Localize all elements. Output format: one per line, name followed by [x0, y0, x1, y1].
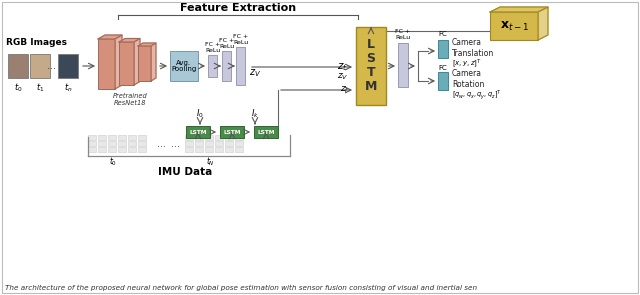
- Bar: [118, 141, 126, 146]
- Bar: [438, 72, 448, 90]
- Text: $t_N$: $t_N$: [205, 156, 214, 168]
- Bar: [225, 141, 233, 146]
- Text: LSTM: LSTM: [257, 130, 275, 135]
- Text: ...: ...: [170, 139, 179, 149]
- Text: $z_I$: $z_I$: [340, 85, 348, 95]
- Polygon shape: [115, 35, 122, 89]
- Bar: [215, 141, 223, 146]
- Bar: [195, 135, 203, 140]
- Bar: [186, 126, 210, 138]
- Polygon shape: [134, 39, 140, 85]
- Bar: [235, 141, 243, 146]
- Bar: [195, 147, 203, 152]
- Bar: [8, 54, 28, 78]
- Bar: [138, 141, 146, 146]
- Text: $z_V$: $z_V$: [337, 72, 348, 82]
- Text: L
S
T
M: L S T M: [365, 39, 377, 94]
- Text: FC: FC: [438, 31, 447, 37]
- Bar: [108, 135, 116, 140]
- Text: ...: ...: [157, 139, 166, 149]
- Text: The architecture of the proposed neural network for global pose estimation with : The architecture of the proposed neural …: [5, 285, 477, 291]
- Polygon shape: [538, 7, 548, 40]
- Bar: [185, 147, 193, 152]
- Polygon shape: [119, 39, 140, 42]
- Bar: [138, 147, 146, 152]
- Text: FC +
ReLu: FC + ReLu: [205, 42, 220, 53]
- Bar: [108, 147, 116, 152]
- Bar: [220, 126, 244, 138]
- Bar: [119, 42, 134, 85]
- Text: $I_0$: $I_0$: [196, 107, 204, 120]
- Text: FC: FC: [438, 65, 447, 71]
- Text: RGB Images: RGB Images: [6, 38, 67, 47]
- Bar: [235, 135, 243, 140]
- Bar: [138, 46, 151, 81]
- Text: $t_0$: $t_0$: [109, 156, 117, 168]
- Bar: [208, 55, 217, 77]
- Bar: [222, 51, 231, 81]
- Bar: [98, 147, 106, 152]
- Bar: [356, 27, 386, 105]
- Bar: [88, 135, 96, 140]
- Bar: [205, 135, 213, 140]
- Text: $t_1$: $t_1$: [36, 81, 44, 94]
- Polygon shape: [490, 7, 548, 12]
- Bar: [438, 40, 448, 58]
- Bar: [58, 54, 78, 78]
- Bar: [108, 141, 116, 146]
- Text: $[x, y, z]^T$: $[x, y, z]^T$: [452, 57, 482, 70]
- Text: Camera
Rotation: Camera Rotation: [452, 69, 484, 89]
- Text: $z_t$: $z_t$: [337, 61, 348, 73]
- Text: FC +
ReLu: FC + ReLu: [396, 29, 411, 40]
- Text: LSTM: LSTM: [223, 130, 241, 135]
- Bar: [88, 141, 96, 146]
- Bar: [254, 126, 278, 138]
- Bar: [98, 39, 115, 89]
- Bar: [128, 135, 136, 140]
- Bar: [128, 141, 136, 146]
- Bar: [215, 135, 223, 140]
- Bar: [235, 147, 243, 152]
- Bar: [225, 135, 233, 140]
- Bar: [170, 51, 198, 81]
- Bar: [195, 141, 203, 146]
- Text: Camera
Translation: Camera Translation: [452, 38, 494, 58]
- Bar: [30, 54, 50, 78]
- Polygon shape: [151, 43, 156, 81]
- Text: ...: ...: [47, 61, 56, 71]
- Bar: [128, 147, 136, 152]
- Text: $t_n$: $t_n$: [64, 81, 72, 94]
- Text: $[q_w, q_x, q_y, q_z]^T$: $[q_w, q_x, q_y, q_z]^T$: [452, 88, 502, 102]
- Text: $z_V$: $z_V$: [249, 67, 261, 79]
- Bar: [185, 141, 193, 146]
- Bar: [225, 147, 233, 152]
- Text: $I_k$: $I_k$: [251, 107, 259, 120]
- Text: FC +
ReLu: FC + ReLu: [219, 38, 234, 49]
- Bar: [490, 12, 538, 40]
- Text: IMU Data: IMU Data: [158, 167, 212, 177]
- Bar: [236, 47, 245, 85]
- Text: Feature Extraction: Feature Extraction: [180, 3, 296, 13]
- Bar: [98, 135, 106, 140]
- Polygon shape: [98, 35, 122, 39]
- Bar: [205, 141, 213, 146]
- Text: Pretrained
ResNet18: Pretrained ResNet18: [113, 93, 147, 106]
- Text: FC +
ReLu: FC + ReLu: [233, 34, 248, 45]
- Bar: [118, 147, 126, 152]
- Text: Avg.
Pooling: Avg. Pooling: [172, 60, 196, 73]
- Bar: [98, 141, 106, 146]
- Bar: [185, 135, 193, 140]
- Bar: [88, 147, 96, 152]
- Bar: [398, 43, 408, 87]
- Bar: [118, 135, 126, 140]
- Bar: [215, 147, 223, 152]
- Text: $t_0$: $t_0$: [13, 81, 22, 94]
- Text: LSTM: LSTM: [189, 130, 207, 135]
- Polygon shape: [138, 43, 156, 46]
- Bar: [205, 147, 213, 152]
- Text: $\mathbf{x}_{t-1}$: $\mathbf{x}_{t-1}$: [500, 19, 529, 32]
- Bar: [138, 135, 146, 140]
